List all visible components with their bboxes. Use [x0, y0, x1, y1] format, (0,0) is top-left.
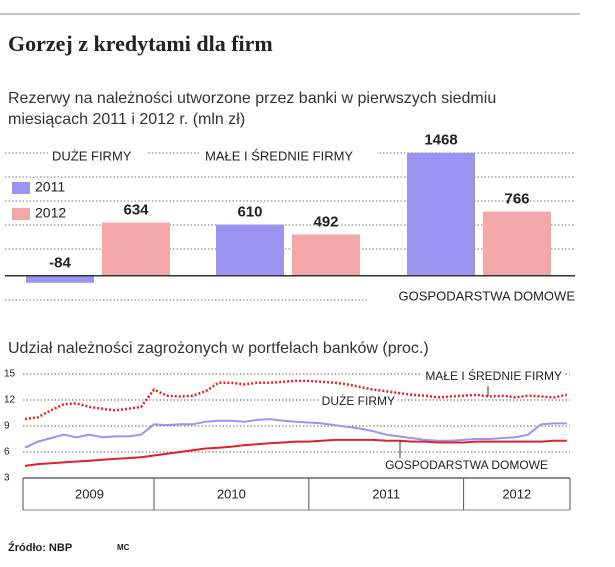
line-chart-title: Udział należności zagrożonych w portfela… — [8, 340, 429, 357]
bar — [483, 211, 551, 276]
series-line — [24, 438, 567, 467]
year-label: 2011 — [372, 486, 400, 501]
bar — [292, 234, 360, 276]
bar — [26, 275, 94, 283]
source: Źródło: NBP — [8, 541, 72, 554]
legend-label: 2011 — [35, 179, 65, 195]
y-tick-label: 9 — [4, 421, 10, 432]
y-tick-label: 6 — [4, 447, 10, 458]
series-label: DUŻE FIRMY — [322, 394, 395, 408]
value-label: 634 — [123, 202, 149, 219]
y-tick-label: 15 — [4, 369, 16, 380]
label-bg — [201, 148, 377, 166]
label-bg — [318, 394, 398, 409]
value-label: 492 — [313, 213, 338, 230]
category-label: MAŁE I ŚREDNIE FIRMY — [205, 148, 353, 163]
bar-chart: -84 610 1468 634 492 766 DUŻE FIRMY MAŁE I ŚRED… — [5, 132, 579, 306]
label-bg — [422, 368, 565, 384]
label-bg — [367, 288, 579, 306]
label-bg — [382, 458, 551, 473]
bar — [407, 152, 475, 276]
series-label: MAŁE I ŚREDNIE FIRMY — [425, 368, 562, 383]
value-label: 766 — [504, 191, 529, 208]
legend-swatch — [12, 208, 30, 220]
series-label: GOSPODARSTWA DOMOWE — [385, 458, 548, 472]
value-label: 1468 — [424, 132, 457, 149]
series-line — [24, 418, 567, 449]
legend-label: 2012 — [35, 205, 66, 221]
bar — [102, 222, 170, 276]
bar — [216, 224, 284, 276]
category-label: DUŻE FIRMY — [52, 148, 132, 163]
year-label: 2010 — [217, 486, 246, 501]
bar-chart-title: Rezerwy na należności utworzone przez ba… — [8, 90, 497, 128]
page-title: Gorzej z kredytami dla firm — [8, 31, 273, 56]
y-tick-label: 3 — [4, 473, 10, 484]
category-label: GOSPODARSTWA DOMOWE — [399, 288, 576, 303]
legend-swatch — [12, 182, 30, 194]
value-label: -84 — [49, 255, 71, 272]
value-label: 610 — [237, 204, 262, 221]
line-chart: 3 6 9 12 15 2009 2010 2011 2012 MAŁE I ŚREDNIE FI… — [4, 368, 571, 511]
series-line — [24, 379, 568, 421]
y-tick-label: 12 — [4, 395, 16, 406]
year-label: 2012 — [502, 486, 531, 501]
label-bg — [48, 148, 148, 166]
author: MC — [117, 543, 130, 552]
year-label: 2009 — [75, 486, 104, 501]
